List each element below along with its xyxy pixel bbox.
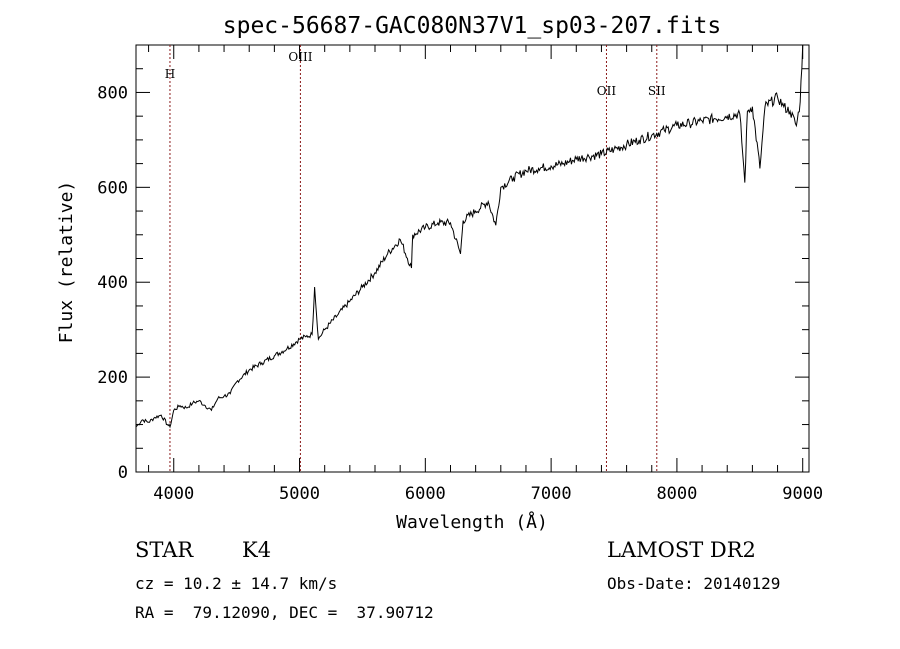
x-axis-label: Wavelength (Å) <box>396 511 548 533</box>
y-tick-label: 400 <box>97 273 128 293</box>
x-axis: 4000 5000 6000 7000 8000 9000 <box>148 45 823 504</box>
plot-frame <box>135 44 810 473</box>
x-tick-label: 4000 <box>153 484 194 504</box>
x-tick-label: 9000 <box>782 484 823 504</box>
object-subclass: K4 <box>242 538 272 562</box>
obs-date-text: Obs-Date: 20140129 <box>607 574 781 593</box>
object-class: STAR <box>135 538 194 562</box>
emission-line-markers: H OIII OII SII <box>165 45 666 472</box>
x-tick-label: 8000 <box>656 484 697 504</box>
survey-name: LAMOST DR2 <box>607 538 756 562</box>
marker-label-sii: SII <box>648 84 666 98</box>
y-tick-label: 600 <box>97 178 128 198</box>
y-tick-label: 800 <box>97 83 128 103</box>
y-axis-label: Flux (relative) <box>56 181 77 344</box>
y-tick-label: 200 <box>97 368 128 388</box>
redshift-text: cz = 10.2 ± 14.7 km/s <box>135 574 338 593</box>
x-tick-label: 6000 <box>405 484 446 504</box>
x-tick-label: 5000 <box>279 484 320 504</box>
x-tick-label: 7000 <box>531 484 572 504</box>
chart-title: spec-56687-GAC080N37V1_sp03-207.fits <box>223 13 722 39</box>
marker-label-oii: OII <box>597 84 617 98</box>
marker-label-h: H <box>165 67 175 81</box>
spectrum-series-line <box>135 44 804 429</box>
marker-label-oiii: OIII <box>288 50 312 64</box>
y-axis: 0 200 400 600 800 <box>97 68 809 483</box>
coordinates-text: RA = 79.12090, DEC = 37.90712 <box>135 603 434 622</box>
y-tick-label: 0 <box>118 463 128 483</box>
